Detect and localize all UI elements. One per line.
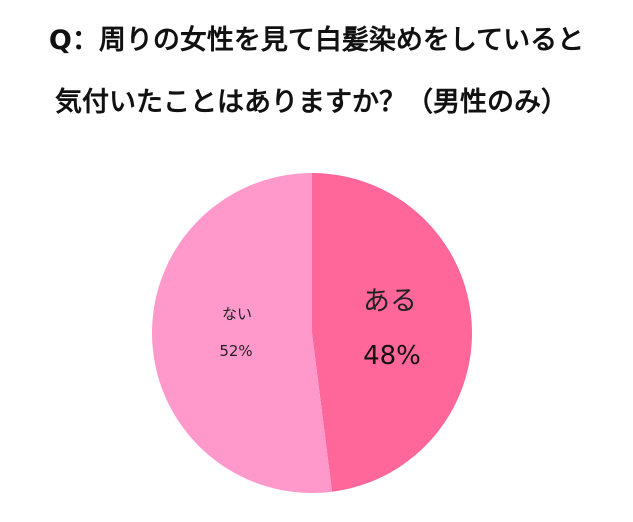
pie-slice-nai — [152, 173, 333, 493]
chart-title-line-1: Q：周りの女性を見て白髪染めをしていると — [48, 25, 585, 56]
slice-label-aru: ある — [363, 286, 417, 317]
slice-value-aru: 48% — [363, 341, 421, 371]
chart-title-line-2: 気付いたことはありますか？（男性のみ） — [55, 87, 568, 118]
slice-label-nai: ない — [222, 305, 252, 323]
pie-slice-aru — [312, 173, 473, 492]
slice-value-nai: 52% — [219, 342, 252, 360]
